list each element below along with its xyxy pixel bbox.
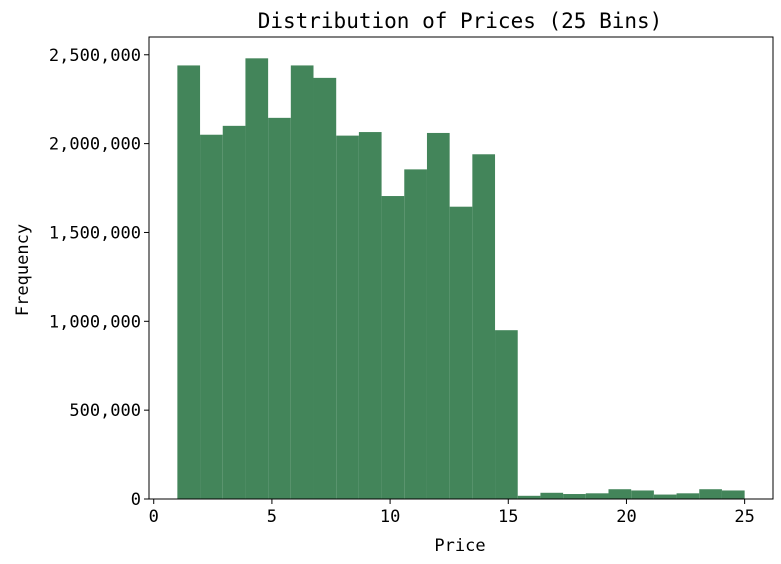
histogram-bar-12 — [426, 132, 450, 499]
histogram-bar-6 — [290, 65, 314, 499]
y-tick-label: 2,500,000 — [49, 46, 141, 66]
x-axis-label: Price — [434, 536, 485, 556]
histogram-bar-7 — [313, 77, 337, 499]
histogram-bar-1 — [177, 65, 201, 499]
x-tick-label: 20 — [616, 507, 636, 527]
y-tick-label: 0 — [131, 490, 141, 510]
y-tick-label: 1,500,000 — [49, 223, 141, 243]
chart-title: Distribution of Prices (25 Bins) — [258, 9, 663, 33]
histogram-bar-14 — [472, 154, 496, 499]
y-tick-label: 1,000,000 — [49, 312, 141, 332]
histogram-bar-10 — [381, 196, 405, 500]
histogram-bar-16 — [517, 495, 541, 499]
y-tick-label: 500,000 — [69, 401, 141, 421]
histogram-bar-2 — [200, 134, 223, 499]
histogram-bar-15 — [495, 330, 518, 499]
x-tick-label: 10 — [380, 507, 400, 527]
bars-group — [177, 58, 745, 500]
histogram-bar-11 — [404, 169, 427, 499]
histogram-bar-4 — [245, 58, 269, 499]
histogram-bar-17 — [540, 492, 564, 499]
y-tick-label: 2,000,000 — [49, 135, 141, 155]
histogram-bar-22 — [653, 494, 677, 499]
x-tick-label: 25 — [734, 507, 754, 527]
histogram-bar-20 — [608, 489, 632, 499]
histogram-bar-21 — [631, 490, 654, 499]
histogram-bar-5 — [268, 117, 291, 499]
histogram-bar-3 — [222, 125, 246, 499]
x-tick-label: 15 — [498, 507, 518, 527]
histogram-bar-23 — [676, 493, 700, 499]
histogram-bar-8 — [336, 135, 359, 499]
histogram-bar-19 — [585, 493, 609, 499]
x-tick-label: 5 — [267, 507, 277, 527]
x-tick-label: 0 — [149, 507, 159, 527]
histogram-bar-25 — [721, 490, 745, 499]
y-axis-label: Frequency — [13, 224, 33, 316]
plot-frame — [148, 36, 774, 500]
histogram-bar-24 — [699, 489, 722, 499]
y-axis-ticks: 0 500,000 1,000,000 1,500,000 2,000,000 2,500… — [49, 46, 149, 510]
x-axis-ticks: 0 5 10 15 20 25 — [149, 499, 755, 527]
histogram-bar-13 — [449, 206, 473, 499]
histogram-bar-18 — [563, 494, 586, 499]
histogram-bar-9 — [358, 132, 382, 500]
